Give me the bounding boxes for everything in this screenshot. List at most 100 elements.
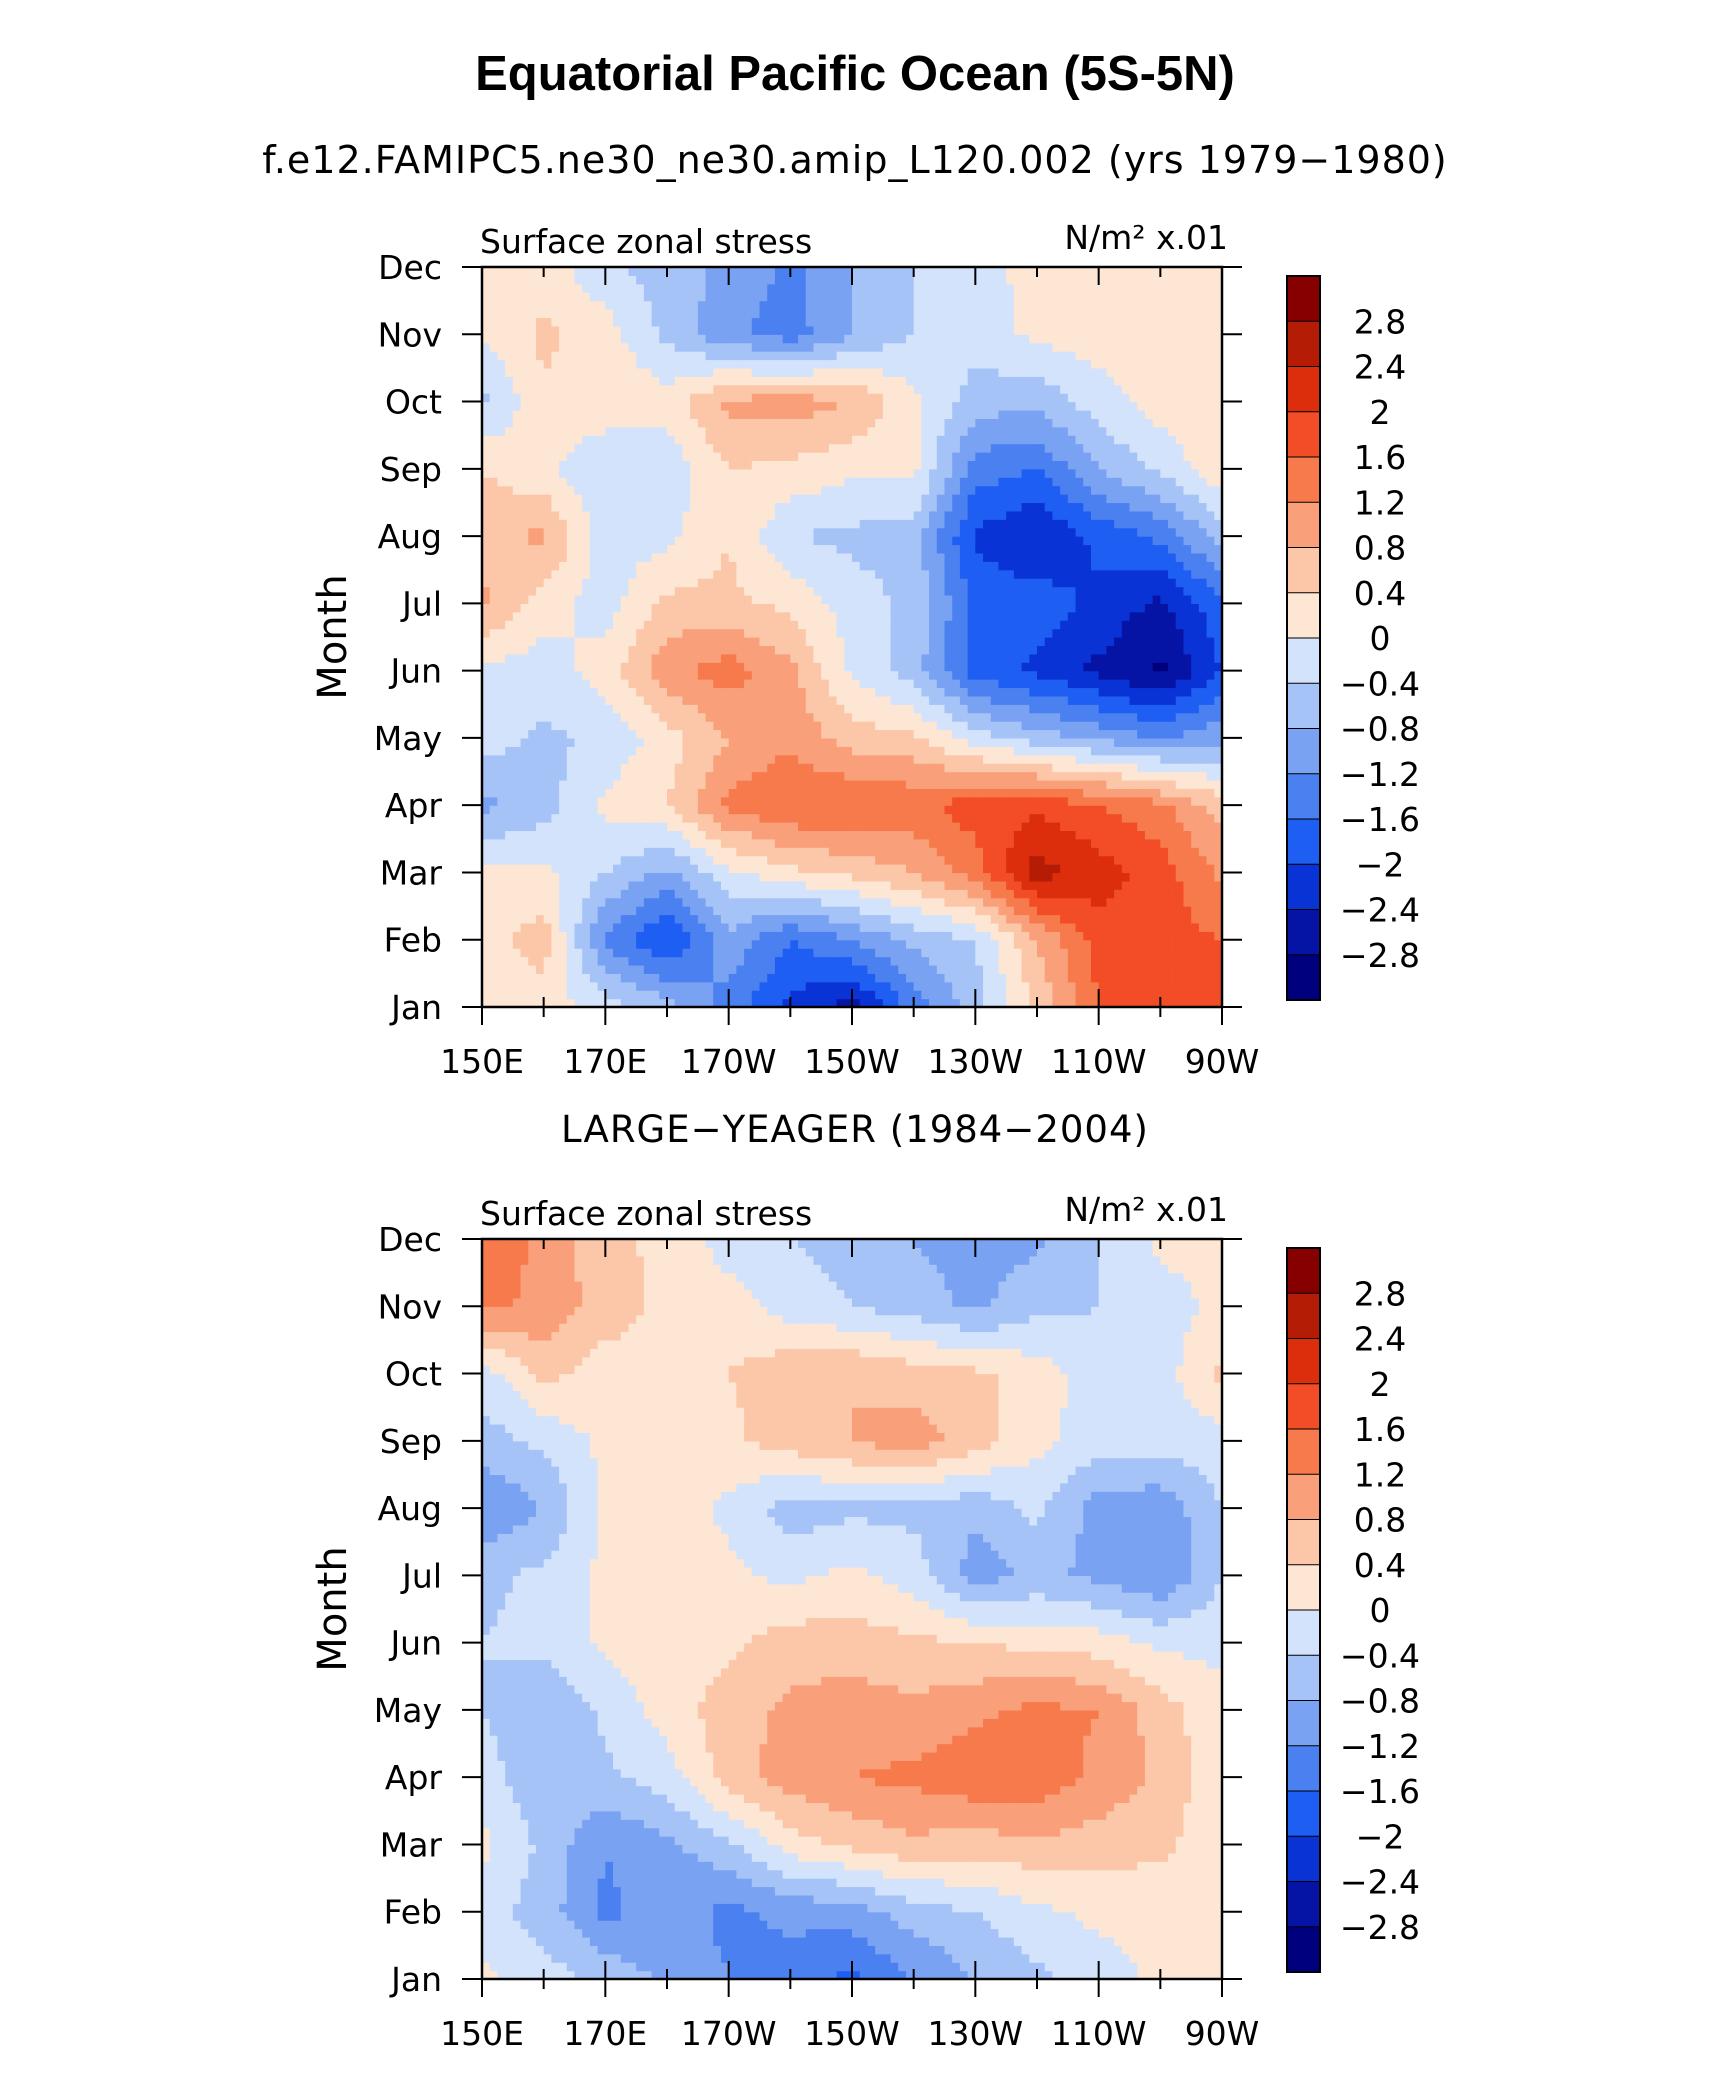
heatmap-cell: [1198, 653, 1208, 663]
heatmap-cell: [512, 830, 522, 840]
heatmap-cell: [551, 679, 560, 689]
heatmap-cell: [1090, 922, 1100, 932]
heatmap-cell: [790, 914, 799, 924]
heatmap-cell: [1106, 670, 1115, 680]
heatmap-cell: [798, 779, 807, 789]
heatmap-cell: [628, 998, 637, 1008]
heatmap-cell: [1144, 855, 1154, 865]
heatmap-cell: [551, 922, 560, 932]
heatmap-cell: [1090, 637, 1100, 647]
heatmap-cell: [728, 578, 737, 588]
heatmap-cell: [582, 822, 591, 832]
heatmap-cell: [1106, 973, 1115, 983]
heatmap-cell: [643, 569, 653, 579]
heatmap-cell: [543, 948, 552, 958]
heatmap-cell: [875, 653, 884, 663]
heatmap-cell: [913, 704, 922, 714]
heatmap-cell: [767, 536, 776, 546]
heatmap-cell: [659, 763, 668, 773]
heatmap-cell: [512, 569, 522, 579]
heatmap-cell: [1137, 704, 1146, 714]
heatmap-cell: [1152, 813, 1161, 823]
heatmap-cell: [836, 788, 845, 798]
heatmap-cell: [690, 679, 699, 689]
heatmap-cell: [998, 922, 1007, 932]
heatmap-cell: [751, 544, 761, 554]
heatmap-cell: [705, 779, 714, 789]
heatmap-cell: [1152, 645, 1161, 655]
heatmap-cell: [898, 687, 907, 697]
heatmap-cell: [875, 704, 884, 714]
heatmap-cell: [1144, 880, 1154, 890]
heatmap-cell: [520, 931, 529, 941]
heatmap-cell: [628, 695, 637, 705]
heatmap-cell: [1129, 779, 1138, 789]
heatmap-cell: [651, 645, 660, 655]
heatmap-cell: [643, 922, 653, 932]
heatmap-cell: [821, 603, 830, 613]
heatmap-cell: [1152, 771, 1161, 781]
heatmap-cell: [751, 687, 761, 697]
heatmap-cell: [759, 796, 768, 806]
heatmap-cell: [528, 822, 537, 832]
heatmap-cell: [929, 990, 938, 1000]
heatmap-cell: [667, 695, 676, 705]
heatmap-cell: [867, 637, 876, 647]
heatmap-cell: [720, 931, 730, 941]
heatmap-cell: [1144, 964, 1154, 974]
heatmap-cell: [913, 628, 922, 638]
heatmap-cell: [690, 973, 699, 983]
heatmap-cell: [497, 922, 506, 932]
heatmap-cell: [828, 628, 838, 638]
heatmap-cell: [828, 906, 838, 916]
heatmap-cell: [1106, 855, 1115, 865]
heatmap-cell: [636, 931, 645, 941]
heatmap-cell: [628, 822, 637, 832]
heatmap-cell: [767, 830, 776, 840]
heatmap-cell: [975, 872, 984, 882]
heatmap-cell: [751, 990, 761, 1000]
heatmap-cell: [482, 704, 491, 714]
heatmap-cell: [921, 729, 930, 739]
heatmap-cell: [697, 712, 707, 722]
heatmap-cell: [759, 695, 768, 705]
heatmap-cell: [1037, 746, 1046, 756]
heatmap-cell: [798, 594, 807, 604]
heatmap-cell: [1121, 763, 1131, 773]
heatmap-cell: [998, 897, 1007, 907]
heatmap-cell: [636, 796, 645, 806]
heatmap-cell: [774, 653, 784, 663]
heatmap-cell: [535, 712, 545, 722]
heatmap-cell: [1029, 847, 1038, 857]
heatmap-cell: [551, 594, 560, 604]
heatmap-cell: [1160, 897, 1169, 907]
heatmap-cell: [1168, 704, 1177, 714]
heatmap-cell: [597, 805, 606, 815]
heatmap-cell: [1052, 864, 1061, 874]
heatmap-cell: [1013, 788, 1023, 798]
heatmap-cell: [1060, 855, 1069, 865]
heatmap-cell: [1191, 813, 1200, 823]
heatmap-cell: [628, 855, 637, 865]
heatmap-cell: [1152, 796, 1161, 806]
heatmap-cell: [967, 679, 976, 689]
heatmap-cell: [1037, 948, 1046, 958]
heatmap-cell: [983, 922, 992, 932]
heatmap-cell: [1106, 611, 1115, 621]
heatmap-cell: [505, 948, 514, 958]
heatmap-cell: [782, 586, 791, 596]
heatmap-cell: [713, 628, 722, 638]
heatmap-cell: [697, 746, 707, 756]
heatmap-cell: [628, 729, 637, 739]
heatmap-cell: [1121, 922, 1131, 932]
heatmap-cell: [875, 897, 884, 907]
heatmap-cell: [1175, 813, 1185, 823]
heatmap-cell: [620, 805, 630, 815]
heatmap-cell: [512, 796, 522, 806]
heatmap-cell: [682, 637, 691, 647]
heatmap-cell: [728, 536, 737, 546]
heatmap-cell: [520, 670, 529, 680]
heatmap-cell: [705, 964, 714, 974]
heatmap-cell: [574, 964, 583, 974]
heatmap-cell: [528, 931, 537, 941]
